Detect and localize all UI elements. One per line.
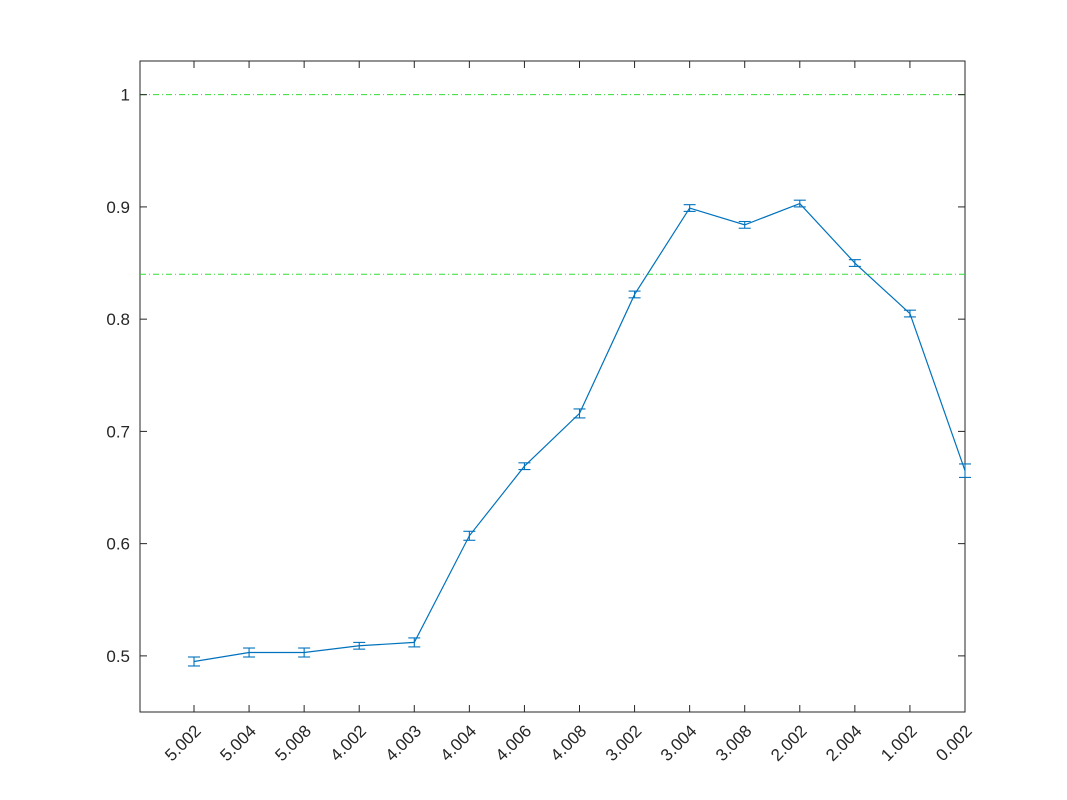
series-line-0 xyxy=(193,202,966,663)
plot-axes xyxy=(139,60,966,713)
error-bar xyxy=(959,463,971,478)
x-tick-label: 5.002 xyxy=(161,721,205,765)
error-bar xyxy=(518,462,531,471)
error-bar xyxy=(243,647,256,658)
x-tick-label: 1.002 xyxy=(877,721,921,765)
y-tick-label: 1 xyxy=(121,86,130,105)
plot-frame xyxy=(139,60,966,713)
y-tick-label: 0.7 xyxy=(106,422,130,441)
error-bar xyxy=(463,530,476,541)
x-tick-label: 5.004 xyxy=(216,721,260,765)
x-tick-label: 4.004 xyxy=(437,721,481,765)
error-bar xyxy=(903,309,916,318)
y-tick-label: 0.6 xyxy=(106,535,130,554)
x-tick-label: 2.004 xyxy=(822,721,866,765)
x-tick-label: 4.003 xyxy=(382,721,426,765)
x-tick-label: 4.008 xyxy=(547,721,591,765)
y-tick-label: 0.9 xyxy=(106,198,130,217)
y-axis-ticks: 0.5 0.6 0.7 0.8 0.9 1 xyxy=(106,86,965,666)
x-tick-label: 4.006 xyxy=(492,721,536,765)
x-tick-label: 0.002 xyxy=(932,721,976,765)
x-tick-label: 4.002 xyxy=(327,721,371,765)
x-tick-label: 3.002 xyxy=(602,721,646,765)
x-axis-ticks: 5.002 5.004 5.008 4.002 4.003 4.004 4.006 4.008… xyxy=(161,61,976,765)
reference-lines xyxy=(140,94,965,275)
error-bar xyxy=(738,220,751,229)
x-tick-label: 3.004 xyxy=(657,721,701,765)
x-tick-label: 3.008 xyxy=(712,721,756,765)
data-series xyxy=(188,199,971,667)
error-bar xyxy=(188,656,200,667)
error-bar xyxy=(408,637,421,648)
x-tick-label: 5.008 xyxy=(271,721,315,765)
error-bar xyxy=(848,259,861,267)
y-tick-label: 0.5 xyxy=(106,647,130,666)
error-bar xyxy=(683,204,696,212)
error-bar xyxy=(793,199,806,208)
error-bar xyxy=(353,641,366,650)
error-bar xyxy=(298,647,311,658)
error-bar xyxy=(573,408,586,419)
error-bar xyxy=(628,290,641,299)
x-tick-label: 2.002 xyxy=(767,721,811,765)
y-tick-label: 0.8 xyxy=(106,310,130,329)
